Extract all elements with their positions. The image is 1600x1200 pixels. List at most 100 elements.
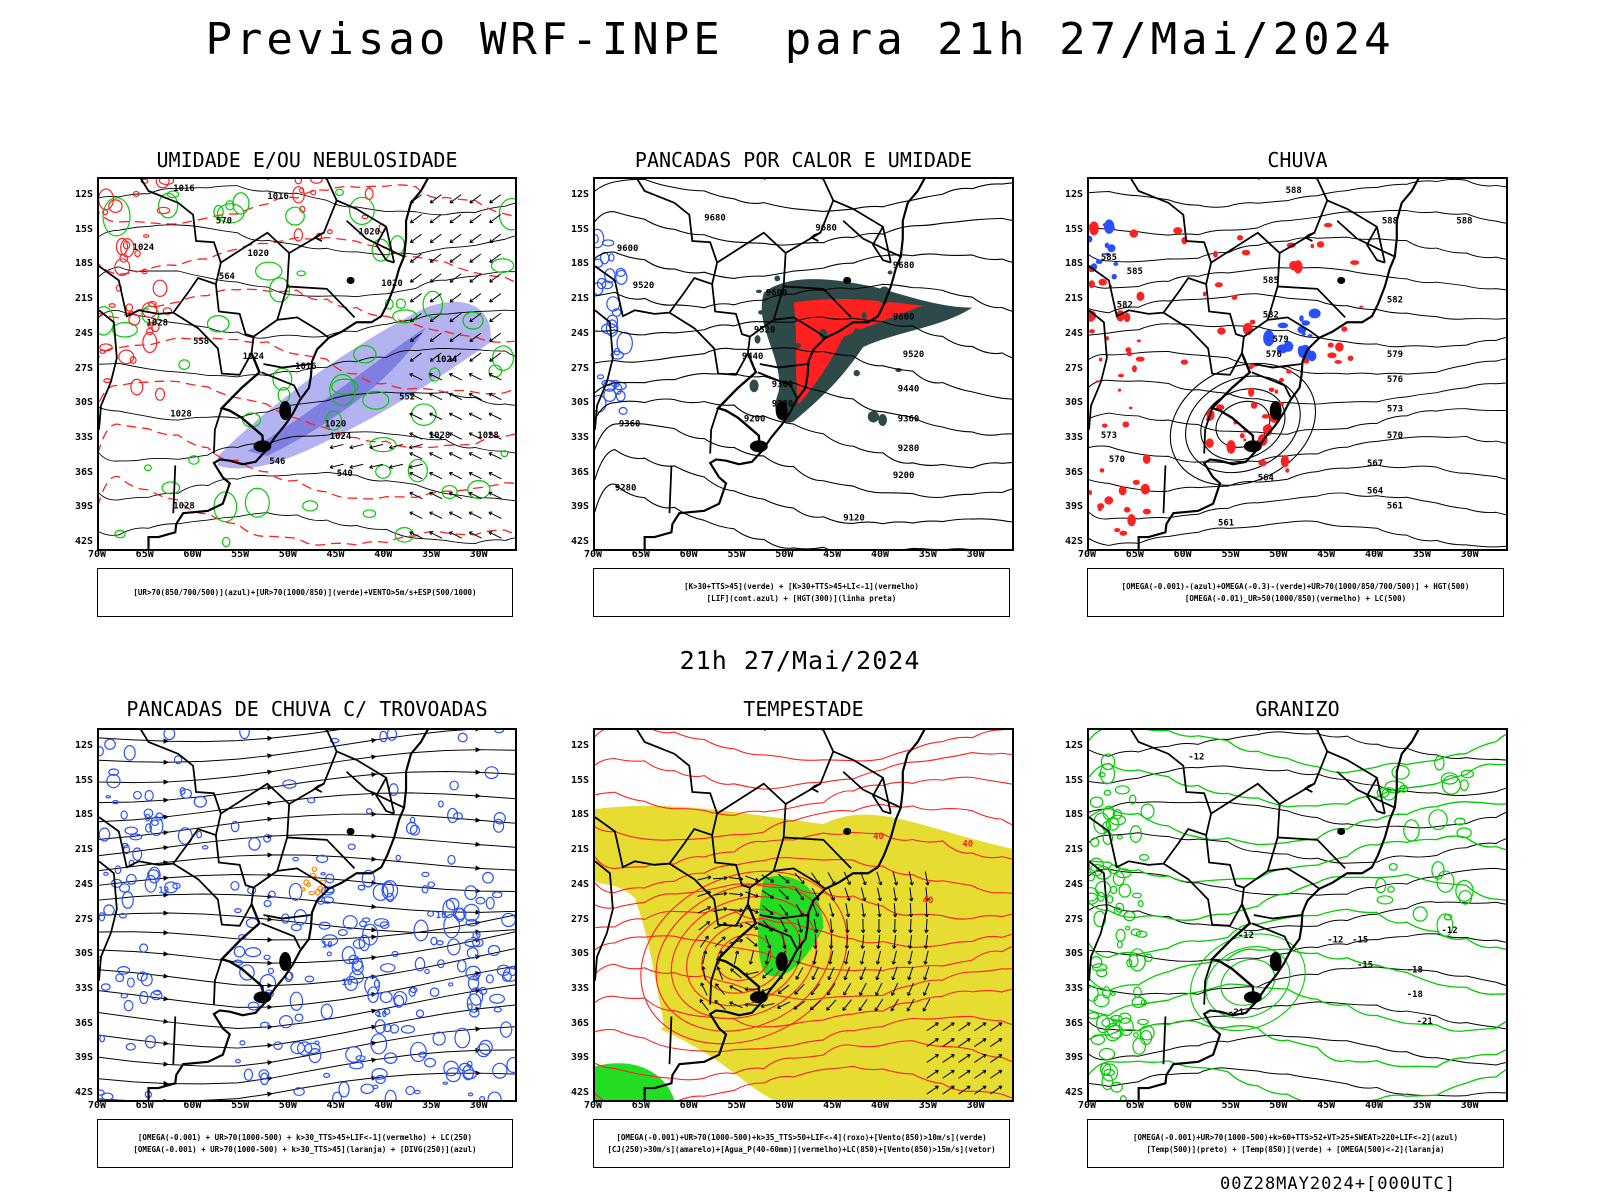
field-blob	[316, 854, 329, 863]
streamline-arrow	[371, 754, 378, 760]
wind-arrow	[429, 233, 442, 244]
field-blob	[348, 196, 375, 226]
contour-label: -15	[1357, 960, 1373, 970]
streamline-arrow	[371, 934, 378, 940]
convective-speckles	[749, 270, 902, 427]
wind-arrow	[843, 966, 851, 981]
country-state-border	[842, 771, 902, 809]
lake	[253, 991, 272, 1004]
field-blob	[498, 197, 515, 231]
contour-label: 9360	[772, 380, 793, 390]
wind-arrow	[468, 491, 482, 500]
wind-arrow	[488, 491, 502, 500]
longitude-tick-label: 65W	[1125, 1100, 1144, 1111]
field-blob	[1285, 468, 1290, 473]
field-blob	[395, 298, 407, 309]
streamline-arrow	[267, 1004, 274, 1010]
field-blob	[152, 279, 168, 298]
contour-line	[99, 431, 515, 462]
field-blob	[362, 390, 390, 410]
country-state-border	[267, 730, 338, 752]
latitude-tick-label: 18S	[570, 809, 589, 821]
field-blob	[604, 268, 616, 284]
field-blob	[299, 205, 306, 213]
longitude-tick-label: 70W	[1077, 1100, 1097, 1111]
field-blob	[243, 1068, 254, 1081]
wind-arrow	[449, 273, 462, 283]
field-blob	[1316, 241, 1325, 248]
field-blob	[1135, 930, 1148, 938]
contour-label: 10	[376, 1010, 387, 1020]
field-blob	[151, 322, 160, 333]
wind-arrow	[697, 906, 711, 914]
field-blob	[427, 881, 436, 888]
longitude-tick-label: 60W	[679, 549, 698, 560]
field-blob	[1335, 342, 1344, 352]
longitude-tick-label: 55W	[1221, 1100, 1240, 1111]
streamline-arrow	[163, 779, 170, 785]
field-blob	[1128, 406, 1133, 410]
longitude-tick-label: 40W	[870, 1100, 890, 1111]
field-blob	[108, 303, 116, 308]
wind-arrow	[409, 531, 423, 539]
contour-label: 40	[962, 840, 973, 850]
field-blob	[447, 807, 459, 824]
streamline	[99, 914, 515, 941]
country-state-border	[1089, 813, 1212, 869]
field-blob	[1376, 895, 1394, 905]
wind-arrow	[922, 982, 930, 996]
field-blob	[1226, 440, 1236, 454]
latitude-tick-label: 33S	[570, 982, 589, 994]
streamline-arrow	[475, 865, 482, 871]
field-blob	[1090, 837, 1100, 848]
wind-arrow	[924, 887, 930, 902]
contour-label: 576	[1387, 375, 1403, 385]
field-blob	[606, 314, 619, 328]
wind-arrow	[429, 471, 443, 480]
contour-label: 9120	[843, 513, 864, 523]
legend-line: [OMEGA(-0.01)_UR>50(1000/850)(vermelho) …	[1184, 593, 1407, 603]
contour-line	[99, 184, 515, 225]
field-blob	[427, 910, 435, 917]
field-blob	[1359, 305, 1364, 308]
contour-label: -15	[1352, 936, 1368, 946]
wind-arrow	[469, 214, 482, 224]
field-blob	[492, 818, 505, 833]
field-blob	[1118, 1012, 1132, 1024]
wind-arrow	[859, 966, 867, 981]
panel-title: CHUVA	[1267, 148, 1328, 172]
country-state-border	[140, 730, 222, 814]
streamline	[99, 813, 515, 840]
field-blob	[446, 938, 461, 956]
field-blob	[361, 869, 375, 888]
field-blob	[386, 892, 395, 903]
latitude-tick-label: 27S	[570, 913, 589, 925]
longitude-tick-label: 30W	[966, 1100, 985, 1111]
contour-line	[1089, 832, 1506, 864]
streamline-arrow	[267, 735, 274, 741]
field-blob	[1106, 895, 1114, 904]
latitude-tick-label: 36S	[1064, 1017, 1083, 1029]
coastline	[147, 730, 429, 1100]
country-state-border	[1253, 914, 1302, 920]
streamline	[99, 984, 515, 1029]
contour-line	[595, 988, 1012, 1028]
streamline	[99, 1004, 515, 1049]
latitude-tick-label: 27S	[1064, 913, 1083, 925]
field-blob	[1109, 814, 1127, 826]
field-blob	[139, 943, 149, 953]
legend-line: [UR>70(850/700/500)](azul)+[UR>70(1000/8…	[133, 587, 477, 597]
longitude-tick-label: 40W	[1364, 1100, 1384, 1111]
latitude-tick-label: 30S	[1064, 397, 1083, 409]
field-blob	[329, 737, 340, 744]
wind-vectors-east	[409, 194, 502, 539]
contour-label: 9520	[903, 350, 924, 360]
field-blob	[99, 343, 113, 352]
country-state-border	[263, 363, 312, 369]
forecast-map: 9680 9680 9680 9600 9600 9600 9520 9520 9520 9440…	[593, 177, 1014, 551]
wind-arrow	[876, 871, 883, 886]
contour-label: 582	[1387, 296, 1403, 306]
field-blob	[123, 999, 134, 1012]
latitude-tick-label: 12S	[570, 189, 589, 200]
wind-arrow	[760, 1002, 775, 1009]
